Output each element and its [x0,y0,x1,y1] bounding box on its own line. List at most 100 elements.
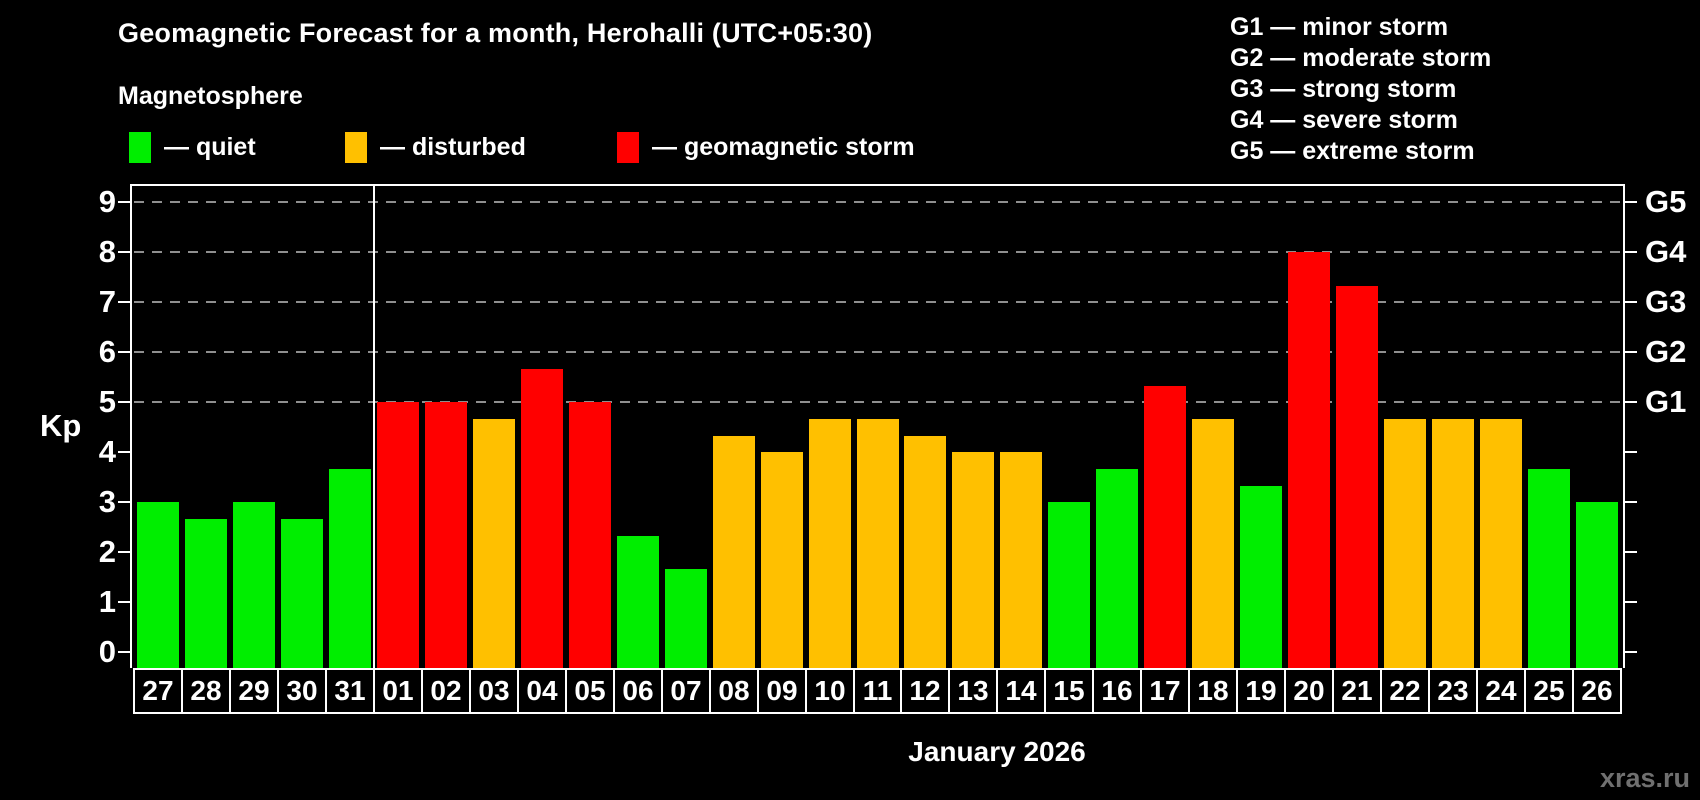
left-axis-tick-8 [118,251,130,253]
left-axis-tick-7 [118,301,130,303]
storm-scale-g4: G4 — severe storm [1230,106,1458,134]
date-label-14: 14 [996,668,1046,714]
left-axis-tick-3 [118,501,130,503]
kp-bar-05 [569,402,611,668]
gridline-kp7 [134,301,1621,303]
legend-label-disturbed: — disturbed [380,132,526,161]
date-label-11: 11 [853,668,902,714]
kp-bar-09 [761,452,803,668]
date-label-30: 30 [277,668,327,714]
date-label-15: 15 [1044,668,1094,714]
storm-scale-g1: G1 — minor storm [1230,13,1449,41]
right-axis-tick-7 [1623,301,1637,303]
left-axis-tick-4 [118,451,130,453]
date-label-02: 02 [421,668,471,714]
kp-bar-29 [233,502,275,668]
page-title: Geomagnetic Forecast for a month, Heroha… [118,18,873,48]
date-label-27: 27 [133,668,183,714]
kp-tick-label-0: 0 [98,634,116,669]
kp-axis-label: Kp [40,408,82,443]
date-label-01: 01 [373,668,423,714]
kp-bar-06 [617,535,659,668]
kp-bar-08 [713,435,755,668]
date-label-03: 03 [469,668,519,714]
left-axis-tick-6 [118,351,130,353]
kp-bar-02 [425,402,467,668]
left-axis-tick-0 [118,651,130,653]
date-label-09: 09 [757,668,807,714]
date-label-17: 17 [1140,668,1190,714]
kp-bar-07 [665,568,707,668]
g-scale-label-g3: G3 [1645,284,1687,319]
kp-tick-label-9: 9 [98,184,116,219]
g-scale-label-g4: G4 [1645,234,1687,269]
date-label-13: 13 [948,668,998,714]
left-axis-tick-5 [118,401,130,403]
kp-bar-11 [857,418,899,668]
quiet-swatch-icon [129,131,151,163]
kp-bar-23 [1432,418,1474,668]
right-axis-tick-5 [1623,401,1637,403]
right-axis-tick-1 [1623,601,1637,603]
storm-swatch-icon [617,131,639,163]
kp-bar-22 [1384,418,1426,668]
right-axis-tick-3 [1623,501,1637,503]
kp-bar-31 [329,468,371,668]
kp-bar-12 [904,435,946,668]
date-label-12: 12 [900,668,950,714]
kp-bar-20 [1288,252,1330,668]
kp-bar-28 [185,518,227,668]
right-axis-tick-6 [1623,351,1637,353]
date-label-05: 05 [565,668,615,714]
right-axis-tick-4 [1623,451,1637,453]
date-label-04: 04 [517,668,567,714]
kp-bar-10 [809,418,851,668]
left-axis-tick-9 [118,201,130,203]
right-axis-tick-8 [1623,251,1637,253]
kp-tick-label-3: 3 [98,484,116,519]
storm-scale-legend: G1 — minor storm G2 — moderate storm G3 … [1230,12,1491,167]
date-label-08: 08 [709,668,759,714]
date-label-23: 23 [1428,668,1478,714]
date-label-06: 06 [613,668,663,714]
date-label-25: 25 [1524,668,1574,714]
kp-bar-30 [281,518,323,668]
kp-tick-label-2: 2 [98,534,116,569]
watermark: xras.ru [1599,763,1690,793]
storm-scale-g5: G5 — extreme storm [1230,137,1475,165]
kp-bar-01 [377,402,419,668]
date-label-07: 07 [661,668,711,714]
left-axis-tick-2 [118,551,130,553]
kp-bar-24 [1480,418,1522,668]
g-scale-label-g1: G1 [1645,384,1687,419]
legend-item-quiet: — quiet [129,130,256,164]
date-label-18: 18 [1188,668,1238,714]
kp-bar-21 [1336,285,1378,668]
legend-item-disturbed: — disturbed [345,130,526,164]
kp-bar-03 [473,418,515,668]
gridline-kp8 [134,251,1621,253]
gridline-kp5 [134,401,1621,403]
kp-bar-17 [1144,385,1186,668]
kp-tick-label-8: 8 [98,234,116,269]
right-axis-tick-2 [1623,551,1637,553]
kp-bar-14 [1000,452,1042,668]
kp-tick-label-7: 7 [98,284,116,319]
month-axis-label: January 2026 [908,736,1086,767]
date-label-19: 19 [1236,668,1286,714]
date-label-20: 20 [1284,668,1334,714]
date-label-29: 29 [229,668,279,714]
kp-tick-label-6: 6 [98,334,116,369]
kp-bar-25 [1528,468,1570,668]
kp-bar-13 [952,452,994,668]
left-axis-tick-1 [118,601,130,603]
date-label-24: 24 [1476,668,1526,714]
date-label-22: 22 [1380,668,1430,714]
date-label-16: 16 [1092,668,1142,714]
date-label-10: 10 [805,668,855,714]
g-scale-label-g5: G5 [1645,184,1687,219]
kp-bar-18 [1192,418,1234,668]
g-scale-label-g2: G2 [1645,334,1687,369]
kp-tick-label-4: 4 [98,434,116,469]
date-label-28: 28 [181,668,231,714]
